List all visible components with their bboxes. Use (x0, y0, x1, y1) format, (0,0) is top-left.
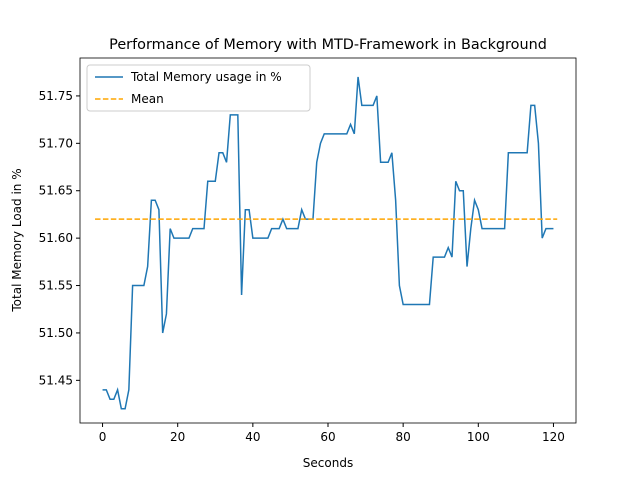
x-tick-label: 100 (467, 430, 490, 444)
x-tick-label: 120 (542, 430, 565, 444)
y-axis-label: Total Memory Load in % (10, 168, 24, 312)
chart-title: Performance of Memory with MTD-Framework… (109, 37, 547, 53)
legend-label: Mean (131, 92, 164, 106)
y-tick-label: 51.75 (39, 89, 73, 103)
x-tick-label: 80 (396, 430, 411, 444)
legend-box (86, 64, 311, 112)
y-tick-label: 51.50 (39, 326, 73, 340)
x-tick-label: 20 (170, 430, 185, 444)
x-axis-label: Seconds (303, 456, 353, 470)
x-tick-label: 0 (99, 430, 107, 444)
x-tick-label: 40 (245, 430, 260, 444)
y-tick-label: 51.55 (39, 279, 73, 293)
plot-frame (79, 57, 577, 424)
y-tick-label: 51.60 (39, 231, 73, 245)
y-tick-label: 51.65 (39, 184, 73, 198)
y-tick-label: 51.45 (39, 373, 73, 387)
x-tick-label: 60 (320, 430, 335, 444)
y-tick-label: 51.70 (39, 136, 73, 150)
legend-label: Total Memory usage in % (130, 70, 282, 84)
line (102, 76, 554, 410)
